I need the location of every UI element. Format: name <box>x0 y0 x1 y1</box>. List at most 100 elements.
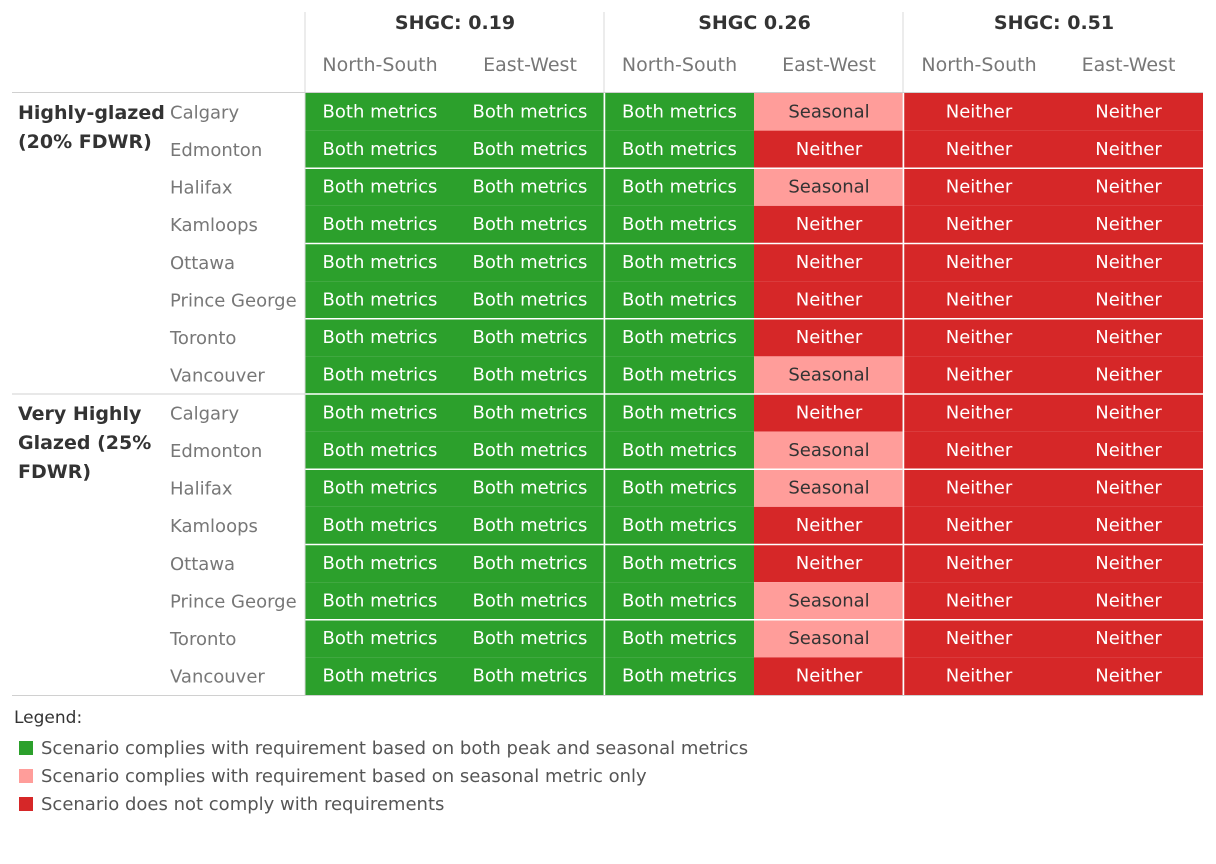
cell-label: Both metrics <box>323 365 438 386</box>
cell-label: Neither <box>946 252 1013 273</box>
cell-ottawa-g2-c4 <box>754 544 904 583</box>
cell-calgary-g1-c5 <box>904 93 1054 131</box>
cell-ottawa-g2-c6 <box>1054 544 1203 583</box>
cell-label: Both metrics <box>473 553 588 574</box>
cell-vancouver-g1-c5 <box>904 356 1054 394</box>
cell-ottawa-g2-c5 <box>904 544 1054 583</box>
cell-label: Neither <box>1095 478 1162 499</box>
cell-halifax-g1-c6 <box>1054 168 1203 206</box>
cell-label: Neither <box>946 402 1013 423</box>
cell-label: Neither <box>1095 139 1162 160</box>
cell-label: Both metrics <box>473 666 588 687</box>
cell-kamloops-g1-c5 <box>904 205 1054 244</box>
cell-label: Neither <box>1095 289 1162 310</box>
cell-ottawa-g1-c5 <box>904 243 1054 282</box>
cell-kamloops-g1-c4 <box>754 205 904 244</box>
cell-label: Both metrics <box>473 289 588 310</box>
cell-label: Neither <box>946 139 1013 160</box>
cell-label: Neither <box>1095 440 1162 461</box>
cell-vancouver-g1-c2 <box>455 356 605 394</box>
cell-label: Both metrics <box>622 515 737 536</box>
cell-kamloops-g2-c6 <box>1054 506 1203 545</box>
cell-ottawa-g2-c2 <box>455 544 605 583</box>
orientation-header-north-south: North-South <box>921 54 1036 76</box>
cell-prince-george-g1-c3 <box>605 281 754 319</box>
shgc-header-1: SHGC: 0.19 <box>395 12 515 34</box>
cell-label: Both metrics <box>473 515 588 536</box>
cell-toronto-g1-c1 <box>305 318 455 357</box>
cell-halifax-g1-c4 <box>754 168 904 206</box>
cell-ottawa-g1-c1 <box>305 243 455 282</box>
cell-label: Neither <box>1095 177 1162 198</box>
city-label-ottawa: Ottawa <box>170 253 235 274</box>
cell-calgary-g2-c5 <box>904 394 1054 432</box>
cell-halifax-g2-c6 <box>1054 469 1203 507</box>
cell-label: Both metrics <box>323 628 438 649</box>
cell-label: Both metrics <box>323 101 438 122</box>
cell-ottawa-g2-c1 <box>305 544 455 583</box>
cell-ottawa-g1-c4 <box>754 243 904 282</box>
cell-toronto-g1-c3 <box>605 318 754 357</box>
city-label-vancouver: Vancouver <box>170 366 265 387</box>
city-label-edmonton: Edmonton <box>170 441 262 462</box>
cell-label: Both metrics <box>323 289 438 310</box>
legend-item-seasonal: Scenario complies with requirement based… <box>14 762 748 790</box>
cell-halifax-g2-c5 <box>904 469 1054 507</box>
cell-edmonton-g1-c4 <box>754 130 904 169</box>
cell-label: Neither <box>1095 252 1162 273</box>
cell-label: Both metrics <box>622 402 737 423</box>
cell-label: Both metrics <box>622 365 737 386</box>
cell-label: Neither <box>946 177 1013 198</box>
legend-item-both: Scenario complies with requirement based… <box>14 734 748 762</box>
cell-label: Both metrics <box>473 478 588 499</box>
cell-edmonton-g2-c5 <box>904 431 1054 470</box>
cell-calgary-g2-c4 <box>754 394 904 432</box>
city-label-calgary: Calgary <box>170 403 239 424</box>
cell-halifax-g1-c3 <box>605 168 754 206</box>
cell-label: Neither <box>946 214 1013 235</box>
cell-calgary-g1-c1 <box>305 93 455 131</box>
cell-label: Both metrics <box>473 139 588 160</box>
row-group-label: Glazed (25% <box>18 432 151 454</box>
cell-label: Both metrics <box>622 252 737 273</box>
legend-label-seasonal: Scenario complies with requirement based… <box>41 765 647 787</box>
cell-vancouver-g1-c4 <box>754 356 904 394</box>
cell-prince-george-g2-c2 <box>455 582 605 620</box>
city-label-vancouver: Vancouver <box>170 667 265 688</box>
cell-vancouver-g2-c3 <box>605 657 754 695</box>
cell-prince-george-g2-c4 <box>754 582 904 620</box>
cell-calgary-g2-c1 <box>305 394 455 432</box>
legend: Legend: Scenario complies with requireme… <box>14 708 748 818</box>
cell-label: Both metrics <box>622 478 737 499</box>
cell-label: Neither <box>1095 666 1162 687</box>
cell-prince-george-g2-c6 <box>1054 582 1203 620</box>
cell-toronto-g1-c6 <box>1054 318 1203 357</box>
cell-label: Both metrics <box>622 666 737 687</box>
row-group-label: Highly-glazed <box>18 102 165 124</box>
cell-halifax-g2-c3 <box>605 469 754 507</box>
cell-label: Both metrics <box>473 402 588 423</box>
cell-label: Neither <box>1095 515 1162 536</box>
cell-toronto-g1-c5 <box>904 318 1054 357</box>
cell-calgary-g1-c4 <box>754 93 904 131</box>
cell-label: Neither <box>946 590 1013 611</box>
cell-label: Neither <box>946 478 1013 499</box>
cell-label: Neither <box>1095 101 1162 122</box>
cell-prince-george-g1-c1 <box>305 281 455 319</box>
cell-label: Both metrics <box>473 327 588 348</box>
cell-kamloops-g2-c3 <box>605 506 754 545</box>
cell-edmonton-g2-c1 <box>305 431 455 470</box>
cell-halifax-g2-c4 <box>754 469 904 507</box>
cell-label: Both metrics <box>622 101 737 122</box>
cell-label: Both metrics <box>323 327 438 348</box>
cell-label: Both metrics <box>323 177 438 198</box>
city-label-prince-george: Prince George <box>170 290 297 311</box>
cell-label: Neither <box>796 214 863 235</box>
cell-label: Neither <box>796 139 863 160</box>
cell-toronto-g2-c6 <box>1054 619 1203 658</box>
cell-ottawa-g1-c3 <box>605 243 754 282</box>
cell-label: Both metrics <box>323 440 438 461</box>
cell-label: Both metrics <box>323 590 438 611</box>
cell-vancouver-g2-c4 <box>754 657 904 695</box>
cell-label: Seasonal <box>788 440 869 461</box>
